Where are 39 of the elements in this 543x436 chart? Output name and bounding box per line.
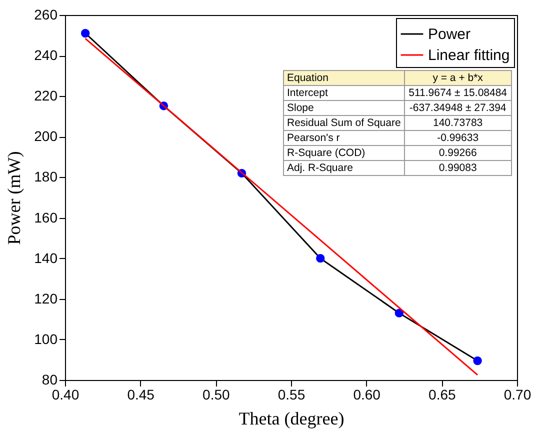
annotation: -637.34948 ± 27.394: [404, 100, 512, 116]
point: [394, 308, 404, 318]
annotation: Pearson's r: [284, 130, 404, 146]
y-tick-label: 160: [34, 209, 58, 226]
annotation: 0.99266: [404, 146, 512, 160]
y-tick-label: 100: [34, 330, 58, 347]
x-axis-title: Theta (degree): [238, 408, 344, 428]
annotation: Intercept: [284, 86, 404, 100]
y-tick-label: 240: [34, 47, 58, 64]
x-tick-label: 0.60: [353, 386, 381, 402]
annotation: Adj. R-Square: [284, 160, 404, 176]
y-tick-label: 220: [34, 88, 58, 104]
y-tick-label: 260: [34, 6, 58, 22]
legend-label: Linear fitting: [428, 47, 510, 64]
annotation: Equation: [284, 70, 404, 86]
x-tick-label: 0.70: [504, 386, 532, 402]
annotation: R-Square (COD): [284, 146, 404, 160]
x-tick-label: 0.50: [202, 386, 230, 402]
legend-label: Power: [428, 26, 471, 43]
annotation: -0.99633: [404, 130, 512, 146]
x-tick-label: 0.45: [127, 386, 155, 402]
y-tick-label: 180: [34, 168, 58, 185]
y-tick-label: 120: [34, 290, 58, 306]
point: [316, 254, 325, 263]
annotation: 0.99083: [404, 160, 512, 176]
annotation: y = a + b*x: [404, 70, 512, 86]
y-tick-label: 80: [42, 372, 58, 388]
x-tick-label: 0.65: [428, 386, 456, 402]
annotation: 140.73783: [404, 116, 512, 130]
y-axis-title: Power (mW): [4, 151, 24, 245]
y-tick-label: 200: [34, 128, 58, 144]
point: [473, 356, 482, 366]
x-tick-label: 0.55: [278, 386, 306, 402]
y-tick-label: 140: [34, 250, 58, 266]
annotation: 511.9674 ± 15.08484: [404, 86, 512, 100]
point: [80, 28, 90, 38]
annotation: Residual Sum of Square: [284, 116, 404, 130]
annotation: Slope: [284, 100, 404, 116]
x-tick-label: 0.40: [52, 386, 80, 402]
